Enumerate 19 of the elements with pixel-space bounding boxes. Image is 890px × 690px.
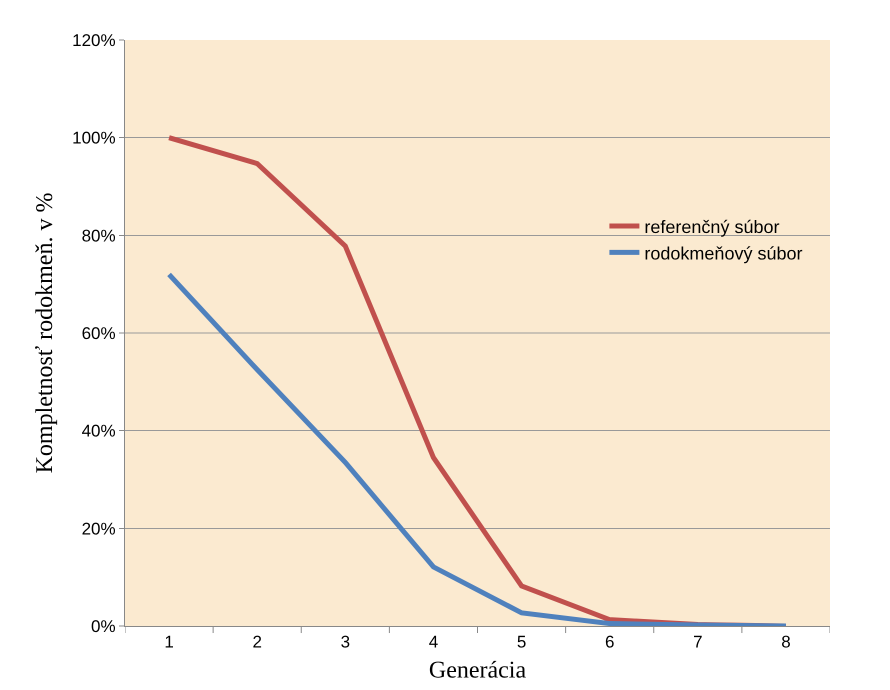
legend-label: referenčný súbor — [644, 216, 780, 237]
legend-label: rodokmeňový súbor — [644, 243, 802, 264]
x-tick-label: 4 — [428, 632, 438, 652]
x-axis-title: Generácia — [428, 658, 526, 684]
y-tick-label: 40% — [82, 422, 116, 441]
y-tick-label: 20% — [82, 519, 116, 538]
x-tick-label: 1 — [164, 632, 174, 652]
x-tick-label: 8 — [781, 632, 791, 652]
y-axis-title: Kompletnosť rodokmeň. v % — [32, 192, 58, 474]
y-tick-label: 120% — [72, 30, 116, 50]
x-tick-label: 7 — [693, 632, 703, 652]
x-tick-label: 6 — [604, 632, 614, 652]
x-tick-label: 5 — [516, 632, 526, 652]
y-tick-label: 0% — [91, 616, 116, 636]
y-tick-label: 80% — [82, 226, 116, 246]
y-tick-label: 60% — [82, 324, 116, 343]
y-tick-label: 100% — [72, 128, 116, 148]
x-tick-label: 2 — [252, 632, 262, 652]
x-tick-label: 3 — [340, 632, 350, 652]
